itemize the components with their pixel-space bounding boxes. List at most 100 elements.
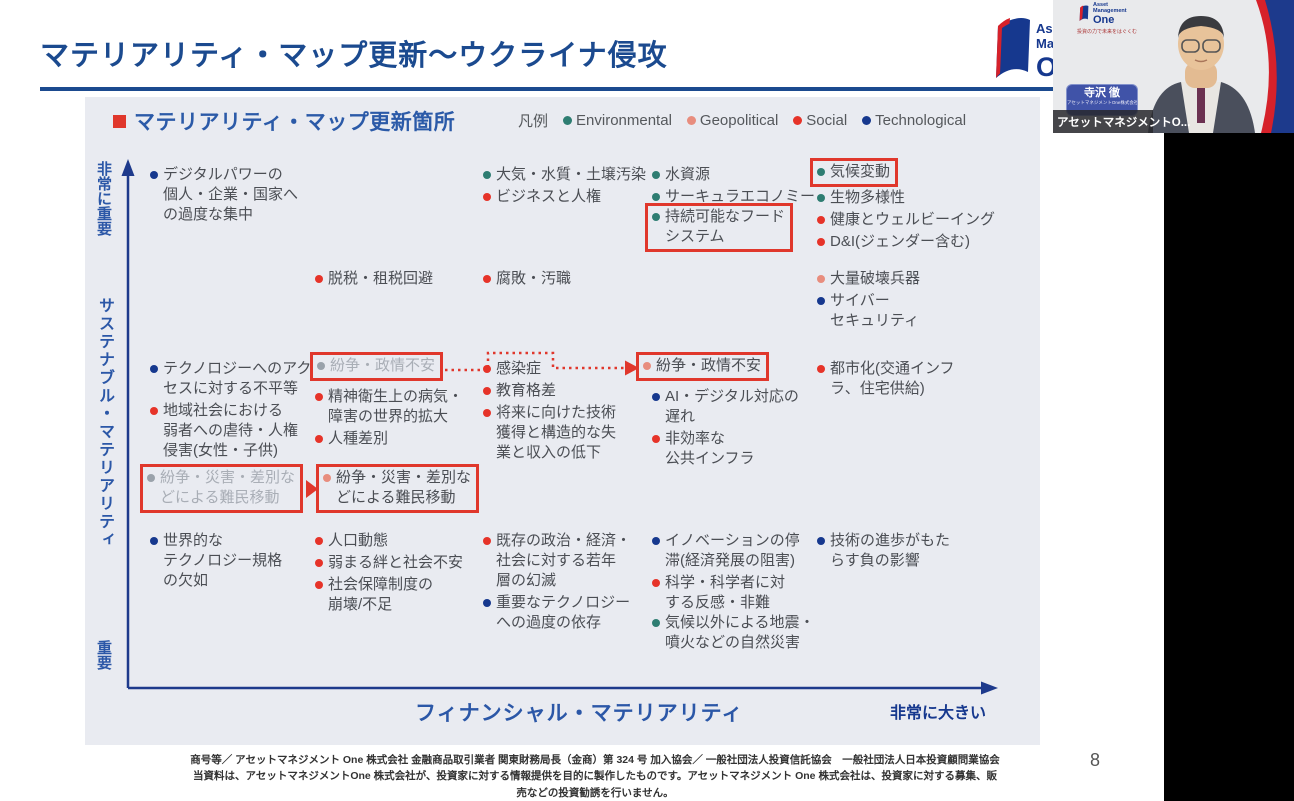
map-heading-text: マテリアリティ・マップ更新箇所 bbox=[134, 111, 456, 134]
map-item-label: 非効率な 公共インフラ bbox=[665, 430, 755, 467]
map-item-label: 水資源 bbox=[665, 166, 711, 183]
map-item: AI・デジタル対応の 遅れ bbox=[652, 387, 799, 427]
environmental-dot-icon bbox=[652, 213, 660, 221]
map-item-label: 紛争・災害・差別な どによる難民移動 bbox=[160, 469, 296, 506]
title-underline bbox=[40, 87, 1164, 91]
social-dot-icon bbox=[652, 435, 660, 443]
map-item: 大気・水質・土壌汚染 bbox=[483, 165, 646, 185]
map-item-highlighted: 紛争・災害・差別な どによる難民移動 bbox=[140, 464, 304, 513]
video-logo-line1: Asset bbox=[1093, 2, 1108, 8]
legend-entry-label: Social bbox=[806, 112, 848, 129]
map-item: 既存の政治・経済・ 社会に対する若年 層の幻滅 bbox=[483, 531, 631, 591]
legend-entry-environmental: Environmental bbox=[563, 112, 672, 129]
map-item-label: 精神衛生上の病気・ 障害の世界的拡大 bbox=[328, 388, 464, 425]
map-item-label: 大気・水質・土壌汚染 bbox=[496, 166, 647, 183]
social-dot-icon bbox=[150, 407, 158, 415]
social-dot-icon bbox=[315, 559, 323, 567]
map-item-label: 社会保障制度の 崩壊/不足 bbox=[328, 576, 434, 613]
map-item: 地域社会における 弱者への虐待・人権 侵害(女性・子供) bbox=[150, 401, 298, 461]
map-item-label: 感染症 bbox=[496, 360, 542, 377]
x-axis-label: フィナンシャル・マテリアリティ bbox=[415, 702, 744, 725]
map-item-label: 都市化(交通インフ ラ、住宅供給) bbox=[830, 360, 955, 397]
materiality-map-panel: マテリアリティ・マップ更新箇所 凡例 Environmental Geopolit… bbox=[85, 97, 1040, 745]
map-item-label: 人口動態 bbox=[328, 532, 389, 549]
map-item-label: 健康とウェルビーイング bbox=[830, 211, 996, 228]
map-item: 精神衛生上の病気・ 障害の世界的拡大 bbox=[315, 387, 463, 427]
social-dot-icon bbox=[483, 275, 491, 283]
video-backdrop bbox=[1053, 0, 1294, 133]
x-axis-max-label: 非常に大きい bbox=[890, 705, 987, 722]
participant-caption: アセットマネジメントO... bbox=[1053, 110, 1190, 133]
map-item-label: 気候変動 bbox=[830, 163, 891, 180]
map-item: 大量破壊兵器 bbox=[817, 269, 920, 289]
red-square-bullet bbox=[113, 114, 126, 128]
map-item: 気候以外による地震・ 噴火などの自然災害 bbox=[652, 613, 815, 653]
y-axis-bottom-label: 重要 bbox=[95, 640, 112, 670]
environmental-dot-icon bbox=[563, 116, 573, 125]
environmental-dot-icon bbox=[652, 193, 660, 201]
participant-caption-text: アセットマネジメントO... bbox=[1057, 116, 1191, 129]
map-item-label: D&I(ジェンダー含む) bbox=[830, 233, 970, 250]
map-item-label: 脱税・租税回避 bbox=[328, 270, 434, 287]
map-item: テクノロジーへのアク セスに対する不平等 bbox=[150, 359, 311, 399]
disclaimer-line2: 当資料は、アセットマネジメントOne 株式会社が、投資家に対する情報提供を目的に… bbox=[193, 770, 997, 799]
speaker-figure bbox=[1148, 16, 1255, 133]
map-item-highlighted: 持続可能なフード システム bbox=[645, 203, 794, 252]
map-item-label: 教育格差 bbox=[496, 382, 557, 399]
geopolitical-dot-icon bbox=[323, 474, 331, 482]
map-item: 社会保障制度の 崩壊/不足 bbox=[315, 575, 433, 615]
company-logo: Ass Mar O bbox=[988, 12, 1054, 94]
map-item-label: 大量破壊兵器 bbox=[830, 270, 921, 287]
map-item: サーキュラエコノミー bbox=[652, 187, 815, 207]
technological-dot-icon bbox=[150, 365, 158, 373]
map-item-label: 重要なテクノロジー への過度の依存 bbox=[496, 594, 631, 631]
social-dot-icon bbox=[652, 579, 660, 587]
video-logo-line3: One bbox=[1093, 14, 1115, 27]
social-dot-icon bbox=[483, 193, 491, 201]
geopolitical-dot-icon bbox=[817, 275, 825, 283]
social-dot-icon bbox=[315, 435, 323, 443]
map-item-label: イノベーションの停 滞(経済発展の阻害) bbox=[665, 532, 800, 569]
social-dot-icon bbox=[793, 116, 803, 125]
map-item: 弱まる絆と社会不安 bbox=[315, 553, 463, 573]
map-item-label: 紛争・政情不安 bbox=[330, 357, 436, 374]
page-number: 8 bbox=[1090, 750, 1101, 770]
faded-dot-icon bbox=[147, 474, 155, 482]
logo-sail-icon bbox=[1079, 5, 1089, 21]
social-dot-icon bbox=[315, 581, 323, 589]
technological-dot-icon bbox=[483, 599, 491, 607]
map-item: 人種差別 bbox=[315, 429, 388, 449]
social-dot-icon bbox=[315, 537, 323, 545]
map-item-highlighted: 気候変動 bbox=[810, 158, 899, 187]
map-item-highlighted: 紛争・政情不安 bbox=[310, 352, 444, 381]
social-dot-icon bbox=[315, 275, 323, 283]
logo-text-fragment: Ass bbox=[1036, 21, 1054, 36]
map-item-label: AI・デジタル対応の 遅れ bbox=[665, 388, 799, 425]
map-item: 感染症 bbox=[483, 359, 541, 379]
map-item-label: サーキュラエコノミー bbox=[665, 188, 816, 205]
map-item: 世界的な テクノロジー規格 の欠如 bbox=[150, 531, 282, 591]
map-item: イノベーションの停 滞(経済発展の阻害) bbox=[652, 531, 800, 571]
video-company-logo: Asset Management One 投資の力で未来をはぐくむ bbox=[1077, 2, 1167, 35]
geopolitical-dot-icon bbox=[643, 362, 651, 370]
technological-dot-icon bbox=[862, 116, 872, 125]
speaker-video-thumbnail[interactable]: Asset Management One 投資の力で未来をはぐくむ 寺沢 徹 ア… bbox=[1053, 0, 1294, 133]
map-item-label: 紛争・政情不安 bbox=[656, 357, 762, 374]
social-dot-icon bbox=[483, 409, 491, 417]
speaker-name: 寺沢 徹 bbox=[1083, 87, 1121, 99]
map-item-label: 人種差別 bbox=[328, 430, 389, 447]
disclaimer: 商号等／ アセットマネジメント One 株式会社 金融商品取引業者 関東財務局長… bbox=[190, 752, 1000, 801]
map-items-layer: デジタルパワーの 個人・企業・国家へ の過度な集中 大気・水質・土壌汚染 ビジネスと… bbox=[85, 97, 1040, 745]
environmental-dot-icon bbox=[652, 619, 660, 627]
technological-dot-icon bbox=[652, 393, 660, 401]
map-item-label: 紛争・災害・差別な どによる難民移動 bbox=[336, 469, 472, 506]
map-item-highlighted: 紛争・災害・差別な どによる難民移動 bbox=[316, 464, 480, 513]
map-item: 生物多様性 bbox=[817, 188, 905, 208]
legend-entry-geopolitical: Geopolitical bbox=[686, 112, 778, 129]
y-axis-label: サステナブル・マテリアリティ bbox=[96, 297, 113, 549]
technological-dot-icon bbox=[817, 537, 825, 545]
technological-dot-icon bbox=[817, 297, 825, 305]
video-logo-tagline: 投資の力で未来をはぐくむ bbox=[1077, 29, 1138, 36]
environmental-dot-icon bbox=[817, 168, 825, 176]
map-item: 人口動態 bbox=[315, 531, 388, 551]
